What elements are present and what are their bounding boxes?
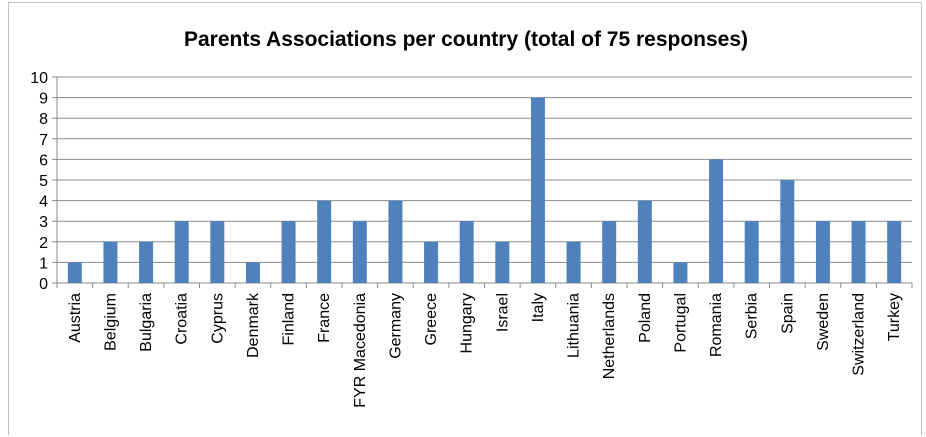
- x-tick-label: FYR Macedonia: [352, 293, 369, 408]
- x-tick-label: Lithuania: [566, 293, 583, 358]
- bar-spain: [780, 180, 795, 283]
- x-tick-label: Turkey: [886, 293, 903, 341]
- bar-germany: [388, 200, 403, 283]
- x-tick-label: Greece: [423, 293, 440, 346]
- x-tick-label: Spain: [779, 293, 796, 334]
- x-tick-label: Netherlands: [601, 293, 618, 379]
- x-tick-label: Croatia: [174, 293, 191, 345]
- y-tick-label: 0: [39, 276, 48, 293]
- x-tick-label: Poland: [637, 293, 654, 343]
- x-tick-label: Switzerland: [851, 293, 868, 376]
- bar-israel: [495, 241, 510, 283]
- bar-hungary: [459, 221, 474, 283]
- y-tick-label: 5: [39, 173, 48, 190]
- bar-fyr-macedonia: [352, 221, 367, 283]
- bar-austria: [67, 262, 82, 283]
- x-tick-label: Austria: [67, 293, 84, 343]
- chart-frame: [8, 2, 922, 435]
- bar-finland: [281, 221, 296, 283]
- chart-title: Parents Associations per country (total …: [184, 28, 748, 51]
- x-axis-labels: Austria Belgium Bulgaria Croatia Cyprus Denma…: [67, 292, 903, 408]
- bar-portugal: [673, 262, 688, 283]
- bar-italy: [530, 97, 545, 283]
- x-tick-label: Italy: [530, 293, 547, 322]
- bar-greece: [424, 241, 439, 283]
- y-tick-label: 8: [39, 111, 48, 128]
- bar-belgium: [103, 241, 118, 283]
- x-tick-label: Romania: [708, 293, 725, 357]
- x-tick-label: Cyprus: [209, 293, 226, 344]
- bar-lithuania: [566, 241, 581, 283]
- bar-cyprus: [210, 221, 225, 283]
- y-tick-label: 6: [39, 152, 48, 169]
- x-tick-label: Portugal: [672, 293, 689, 353]
- y-tick-label: 10: [30, 70, 48, 87]
- bar-netherlands: [602, 221, 617, 283]
- x-tick-label: Sweden: [815, 293, 832, 351]
- x-tick-label: Bulgaria: [138, 293, 155, 352]
- bar-switzerland: [851, 221, 866, 283]
- x-tick-label: Finland: [281, 293, 298, 345]
- bars: [67, 97, 902, 283]
- x-tick-label: France: [316, 293, 333, 343]
- y-tick-label: 1: [39, 255, 48, 272]
- bar-bulgaria: [139, 241, 154, 283]
- bar-turkey: [887, 221, 902, 283]
- bar-serbia: [744, 221, 759, 283]
- bar-romania: [709, 159, 724, 283]
- y-axis-ticks: 0 1 2 3 4 5 6 7 8 9 10: [30, 70, 57, 293]
- y-tick-label: 2: [39, 235, 48, 252]
- x-tick-label: Belgium: [102, 293, 119, 351]
- x-tick-label: Hungary: [459, 293, 476, 353]
- bar-sweden: [815, 221, 830, 283]
- y-tick-label: 9: [39, 91, 48, 108]
- x-tick-label: Germany: [387, 293, 404, 359]
- bar-denmark: [245, 262, 260, 283]
- bar-poland: [637, 200, 652, 283]
- y-tick-label: 7: [39, 132, 48, 149]
- x-tick-label: Serbia: [744, 293, 761, 339]
- gridlines: [57, 76, 912, 263]
- x-tick-label: Israel: [494, 293, 511, 332]
- bar-croatia: [174, 221, 189, 283]
- y-tick-label: 3: [39, 214, 48, 231]
- y-tick-label: 4: [39, 194, 48, 211]
- bar-france: [317, 200, 332, 283]
- x-tick-label: Denmark: [245, 292, 262, 358]
